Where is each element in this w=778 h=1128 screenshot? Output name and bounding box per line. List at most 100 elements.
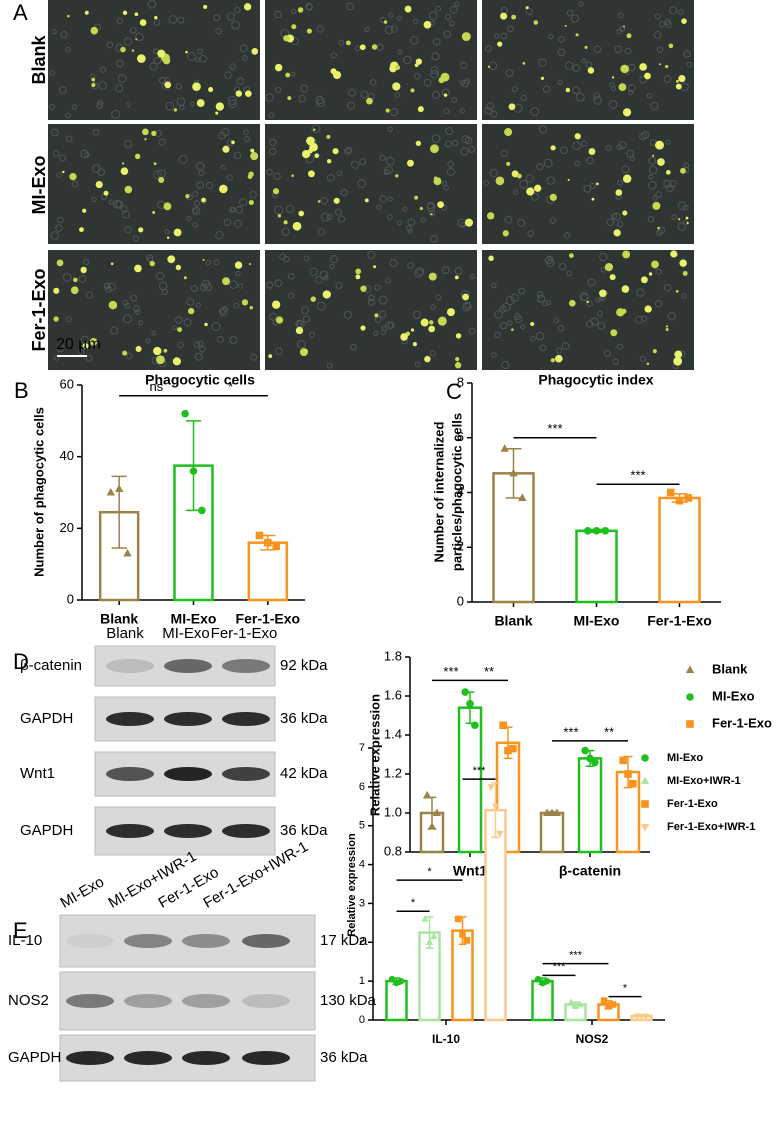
y-tick-label: 1.4 [384,726,402,741]
cell [224,71,232,79]
particle [317,200,321,203]
cell [65,135,73,143]
cell [195,302,201,308]
cell [103,282,111,290]
particle [152,211,156,214]
cell [161,288,168,296]
cell [658,21,666,28]
cell [423,78,432,87]
cell [527,230,534,237]
cell [669,6,678,15]
row-label: Fer-1-Exo [29,268,49,351]
cell [414,361,421,368]
y-tick-label: 1.2 [384,765,402,780]
particle [658,63,661,66]
cell [566,270,573,277]
lane-label: MI-Exo [57,873,107,911]
band [164,824,212,838]
particle [222,277,230,286]
cell [51,128,59,137]
particle [163,348,168,353]
cell [193,200,201,207]
particle [82,342,89,350]
cell [546,299,552,305]
particle [404,5,412,13]
cell [616,343,624,350]
data-point [430,932,438,940]
particle [678,218,681,221]
particle [511,14,517,20]
cell [357,179,367,188]
particle [501,14,504,17]
particle [681,18,687,24]
particle [446,308,456,317]
cell [647,180,657,190]
cell [268,112,275,119]
cell [549,217,556,224]
particle [204,322,208,327]
cell [525,7,533,16]
particle [534,184,542,192]
particle [364,198,369,203]
cell [499,321,508,330]
bar [658,496,701,604]
cell [340,189,348,197]
cell [403,55,412,65]
data-point [114,484,124,492]
cell [486,102,495,111]
data-point [189,467,198,475]
particle [682,270,688,276]
data-point [543,977,551,985]
cell [97,99,104,106]
particle [599,289,607,298]
cell [222,305,229,312]
cell [383,169,390,175]
data-point [591,758,599,767]
cell [616,28,623,35]
cell [639,355,647,363]
particle [314,153,320,159]
cell [275,347,283,356]
data-point [642,1013,650,1021]
particle [298,210,305,217]
bar [385,979,408,1022]
cell [146,254,154,262]
cell [558,36,565,43]
panel-label: B [14,378,29,403]
cell [379,154,386,161]
cell [234,6,241,14]
particle [622,25,625,28]
particle [183,276,187,280]
cell [428,11,438,21]
data-point [388,975,396,983]
particle [157,49,166,58]
cell [266,168,273,176]
cell [213,259,220,266]
particle [313,128,316,131]
cell [469,273,475,280]
particle [80,266,87,274]
cell [514,315,523,324]
cell [153,170,162,180]
cell [617,179,623,186]
cell [397,49,403,55]
cell [231,20,241,30]
cell [316,301,326,311]
particle [250,148,255,153]
data-point [509,744,517,753]
cell [379,16,387,24]
particle [454,362,462,369]
particle [309,142,318,152]
cell [612,212,621,221]
data-point [432,808,442,817]
particle [568,299,576,307]
protein-label: GAPDH [8,1049,61,1066]
cell [111,109,121,119]
band [222,712,270,726]
size-label: 36 kDa [280,710,328,727]
particle [285,72,291,78]
cell [555,347,563,354]
cell [612,358,619,366]
cell [608,100,618,109]
particle [675,79,679,83]
